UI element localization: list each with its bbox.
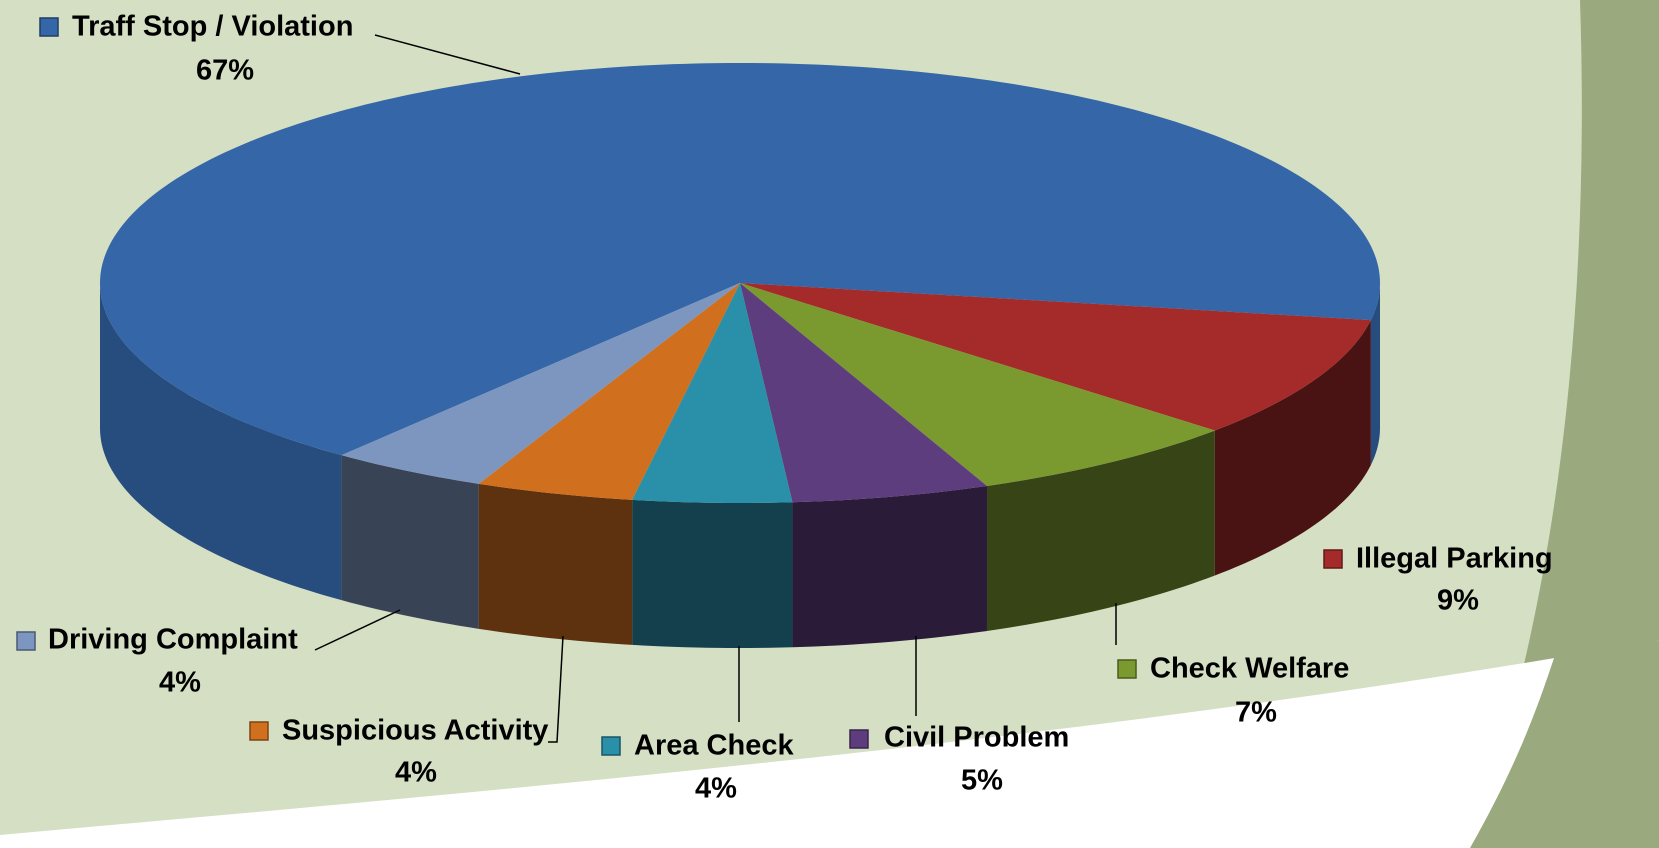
swoosh [0, 640, 1659, 848]
slice-side [1214, 320, 1371, 576]
slice-name: Illegal Parking [1356, 543, 1553, 575]
labels: Traff Stop / Violation 67% Illegal Parking… [16, 11, 1553, 805]
leader-line [314, 609, 401, 651]
slice [632, 283, 793, 503]
leader-lines [314, 34, 1117, 743]
slice [100, 63, 1380, 456]
legend-swatch [16, 631, 36, 651]
slice-percent: 5% [961, 765, 1003, 797]
slice-percent: 7% [1235, 697, 1277, 729]
slice [478, 283, 740, 500]
slice-percent: 4% [395, 757, 437, 789]
legend-swatch [849, 729, 869, 749]
slice [740, 283, 987, 503]
legend-swatch [601, 736, 621, 756]
slice-name: Driving Complaint [48, 624, 298, 656]
slice-name: Traff Stop / Violation [72, 11, 353, 43]
slice-percent: 9% [1437, 585, 1479, 617]
legend-swatch [1117, 659, 1137, 679]
slice-name: Civil Problem [884, 722, 1069, 754]
slice-percent: 67% [196, 55, 254, 87]
side-band [1470, 0, 1659, 848]
slice-side [478, 483, 633, 645]
legend-swatch [39, 17, 59, 37]
slice-name: Check Welfare [1150, 653, 1349, 685]
slice [341, 283, 740, 484]
slice-side [986, 430, 1215, 631]
leader-line [548, 635, 564, 743]
legend-swatch [1323, 549, 1343, 569]
slice [740, 283, 1215, 486]
leader-line [374, 34, 521, 75]
slice-percent: 4% [159, 667, 201, 699]
slice-percent: 4% [695, 773, 737, 805]
legend-swatch [249, 721, 269, 741]
slice-side [1370, 283, 1380, 466]
slice-side [341, 455, 479, 629]
slice-side [792, 485, 987, 648]
slice [740, 283, 1371, 431]
slice-name: Suspicious Activity [282, 715, 548, 747]
slice-name: Area Check [634, 730, 794, 762]
slice-side [632, 499, 793, 648]
side-band-lower [1470, 640, 1659, 848]
slice-side [100, 283, 342, 601]
pie [100, 63, 1380, 648]
